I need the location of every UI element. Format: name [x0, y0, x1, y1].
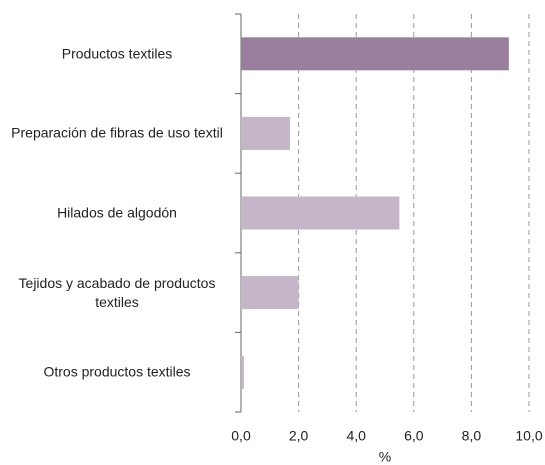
y-tick-label: Otros productos textiles — [43, 363, 191, 380]
bar — [241, 37, 509, 71]
y-tick-label: Productos textiles — [61, 45, 173, 62]
x-tick-label: 2,0 — [289, 428, 309, 444]
y-tick-label: Preparación de fibras de uso textil — [11, 124, 223, 141]
bar — [241, 116, 290, 150]
y-tick-label: Tejidos y acabado de productos textiles — [18, 274, 216, 310]
x-tick-label: 10,0 — [515, 428, 542, 444]
x-axis-label: % — [379, 449, 391, 465]
bar — [241, 355, 244, 389]
x-tick-label: 8,0 — [462, 428, 482, 444]
bar — [241, 276, 299, 310]
bar — [241, 196, 400, 230]
x-tick-label: 6,0 — [404, 428, 424, 444]
x-tick-label: 4,0 — [346, 428, 366, 444]
x-tick-label: 0,0 — [231, 428, 251, 444]
y-tick-label: Hilados de algodón — [57, 204, 177, 221]
